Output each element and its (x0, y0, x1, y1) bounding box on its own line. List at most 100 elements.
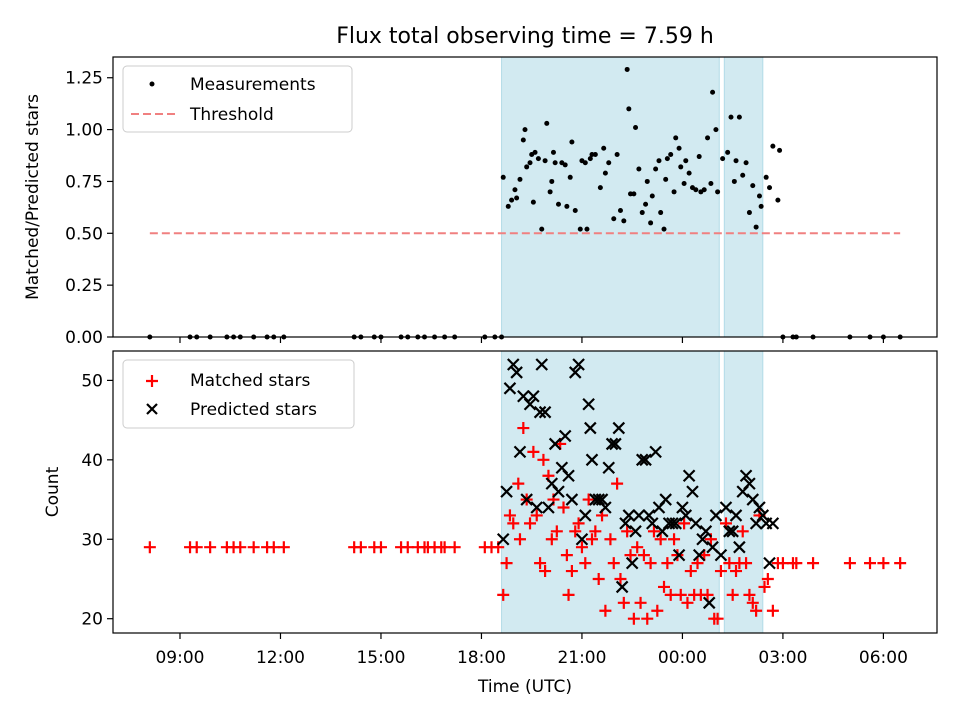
measurement-point (611, 216, 617, 222)
bottom-legend: Matched stars Predicted stars (122, 359, 355, 429)
top-y-ticks: 0.00 0.25 0.50 0.75 1.00 1.25 (65, 69, 113, 348)
matched-star-point (524, 517, 537, 530)
measurement-point (777, 147, 783, 153)
measurement-point (733, 158, 739, 164)
matched-star-point (736, 525, 749, 538)
matched-star-point (614, 572, 627, 585)
y-tick-label: 30 (81, 530, 103, 550)
matched-star-point (684, 565, 697, 578)
y-tick-label: 50 (81, 371, 103, 391)
matched-star-point (579, 557, 592, 570)
predicted-star-point (702, 596, 716, 610)
predicted-star-point (542, 501, 555, 514)
predicted-star-point (558, 429, 572, 443)
measurement-point (524, 164, 530, 170)
predicted-star-point (572, 358, 585, 371)
predicted-star-point (739, 469, 753, 482)
matched-star-point (507, 517, 520, 530)
matched-star-point (843, 557, 856, 570)
measurement-point (713, 127, 719, 133)
matched-star-point (621, 525, 634, 538)
predicted-star-point (510, 366, 523, 379)
measurement-point (572, 207, 578, 213)
legend-measurements-label: Measurements (190, 75, 316, 95)
measurement-point (597, 185, 603, 191)
predicted-star-point (659, 493, 672, 506)
y-tick-label: 0.75 (65, 172, 103, 192)
matched-star-point (740, 557, 753, 570)
bottom-plot-frame (112, 350, 938, 634)
predicted-star-point (568, 366, 582, 379)
measurement-point (728, 114, 734, 120)
matched-star-point (674, 588, 687, 601)
predicted-star-point (533, 405, 547, 419)
chart-title: Flux total observing time = 7.59 h (336, 24, 714, 49)
matched-star-point (143, 541, 156, 554)
measurement-point (673, 135, 679, 141)
matched-star-point (877, 557, 890, 570)
matched-star-point (627, 612, 640, 625)
measurement-point (676, 145, 682, 151)
observing-span (723, 56, 764, 338)
observing-span (501, 350, 720, 634)
matched-star-point (647, 525, 660, 538)
predicted-star-point (552, 485, 565, 498)
measurement-point (636, 166, 642, 172)
predicted-star-point (709, 509, 723, 522)
measurement-point (550, 149, 556, 155)
matched-star-point (401, 541, 414, 554)
matched-star-point (644, 557, 657, 570)
measurement-point (617, 207, 623, 213)
measurement-point (544, 120, 550, 126)
measurement-point (758, 203, 764, 209)
predicted-star-point (699, 525, 713, 538)
measurement-point (621, 218, 627, 224)
matched-star-point (730, 565, 743, 578)
predicted-star-point (676, 501, 689, 514)
measurement-point (530, 199, 536, 205)
predicted-star-point (766, 517, 780, 530)
matched-star-point (582, 493, 595, 506)
predicted-star-point (649, 445, 662, 459)
x-tick-label: 00:00 (658, 648, 707, 668)
predicted-star-point (689, 517, 703, 530)
predicted-star-point (503, 382, 517, 395)
measurement-point (686, 170, 692, 176)
predicted-star-point (605, 437, 619, 451)
measurement-point (549, 178, 555, 184)
matched-star-point (234, 541, 247, 554)
matched-star-point (641, 612, 654, 625)
measurement-point (756, 193, 762, 199)
measurement-point (740, 172, 746, 178)
measurement-point (584, 226, 590, 232)
measurement-point (567, 174, 573, 180)
top-legend: Measurements Threshold (122, 65, 353, 133)
measurement-point (736, 114, 742, 120)
matched-star-point (864, 557, 877, 570)
measurement-point (522, 127, 528, 133)
measurement-point (631, 191, 637, 197)
matched-star-point (761, 572, 774, 585)
matched-star-point (790, 557, 803, 570)
predicted-star-point (584, 421, 597, 435)
measurement-point (614, 151, 620, 157)
predicted-star-point (669, 517, 683, 530)
matched-star-point (354, 541, 367, 554)
y-tick-label: 0.50 (65, 224, 103, 244)
matched-star-point (497, 588, 510, 601)
measurement-point (539, 226, 545, 232)
x-tick-label: 12:00 (256, 648, 305, 668)
measurement-point (592, 151, 598, 157)
matched-star-point (550, 525, 563, 538)
matched-star-point (527, 445, 540, 458)
predicted-star-point (629, 525, 642, 538)
measurement-point (562, 162, 568, 168)
predicted-star-point (565, 493, 579, 506)
matched-star-point (671, 549, 684, 562)
predicted-star-point (753, 501, 766, 514)
predicted-star-point (579, 509, 592, 522)
matched-star-point (766, 604, 779, 617)
matched-star-point (374, 541, 387, 554)
matched-star-point (557, 501, 570, 514)
